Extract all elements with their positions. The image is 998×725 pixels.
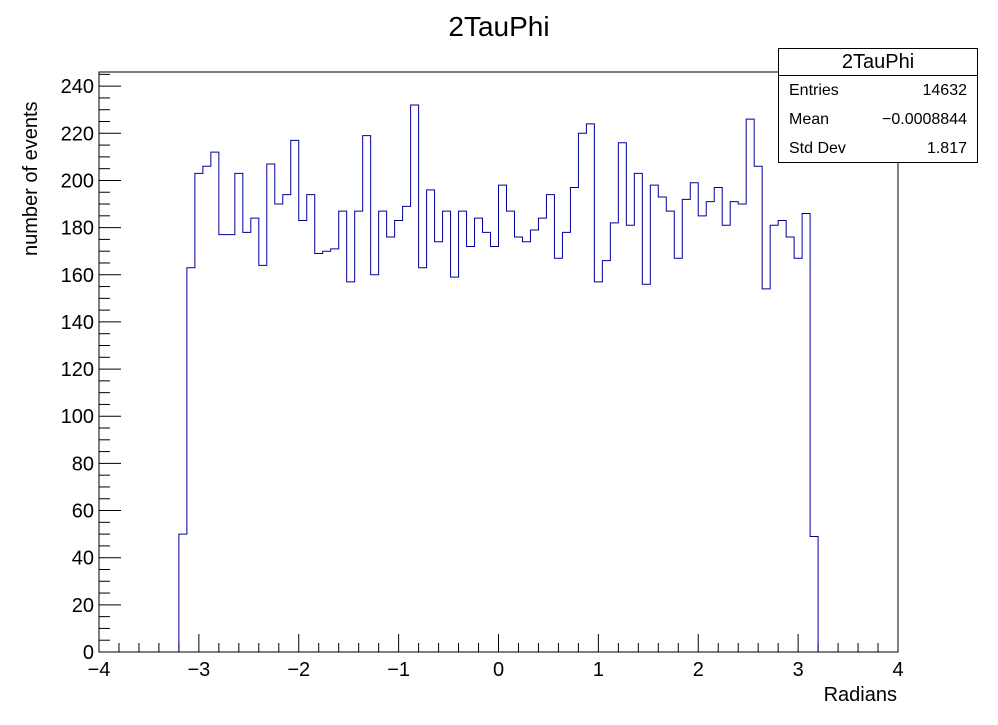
y-tick-label: 0	[83, 642, 94, 664]
x-tick-label: −3	[187, 659, 210, 681]
x-tick-label: 4	[892, 659, 903, 681]
x-tick-label: 0	[493, 659, 504, 681]
x-tick-label: 3	[793, 659, 804, 681]
histogram-series	[178, 104, 819, 652]
stats-box: 2TauPhi Entries 14632 Mean −0.0008844 St…	[778, 48, 978, 163]
y-tick-label: 200	[61, 170, 94, 192]
y-axis-label: number of events	[20, 101, 42, 256]
y-tick-label: 100	[61, 406, 94, 428]
stats-label: Entries	[789, 82, 839, 99]
y-tick-label: 60	[72, 501, 94, 523]
x-tick-label: −2	[287, 659, 310, 681]
stats-value: 1.817	[926, 140, 967, 157]
stats-label: Mean	[789, 111, 830, 128]
x-axis: −4 −3 −2 −1 0 1 2 3 4	[88, 634, 904, 681]
x-tick-label: −4	[88, 659, 111, 681]
stats-title: 2TauPhi	[779, 49, 977, 76]
y-tick-label: 160	[61, 265, 94, 287]
y-tick-label: 240	[61, 76, 94, 98]
y-tick-label: 120	[61, 359, 94, 381]
y-tick-label: 140	[61, 312, 94, 334]
y-tick-label: 40	[72, 548, 94, 570]
x-axis-label: Radians	[824, 684, 897, 706]
x-tick-label: 1	[593, 659, 604, 681]
stats-row-mean: Mean −0.0008844	[779, 105, 977, 134]
stats-row-stddev: Std Dev 1.817	[779, 134, 977, 163]
stats-value: −0.0008844	[882, 111, 967, 128]
chart-title: 2TauPhi	[448, 11, 549, 42]
y-tick-label: 80	[72, 453, 94, 475]
x-tick-label: −1	[387, 659, 410, 681]
stats-row-entries: Entries 14632	[779, 76, 977, 105]
x-tick-label: 2	[693, 659, 704, 681]
y-tick-label: 20	[72, 595, 94, 617]
y-axis: 0 20 40 60 80 100 120 140 160 180 200 220 240	[61, 73, 121, 664]
stats-value: 14632	[922, 82, 968, 99]
y-tick-label: 180	[61, 218, 94, 240]
y-tick-label: 220	[61, 123, 94, 145]
stats-label: Std Dev	[789, 140, 846, 157]
